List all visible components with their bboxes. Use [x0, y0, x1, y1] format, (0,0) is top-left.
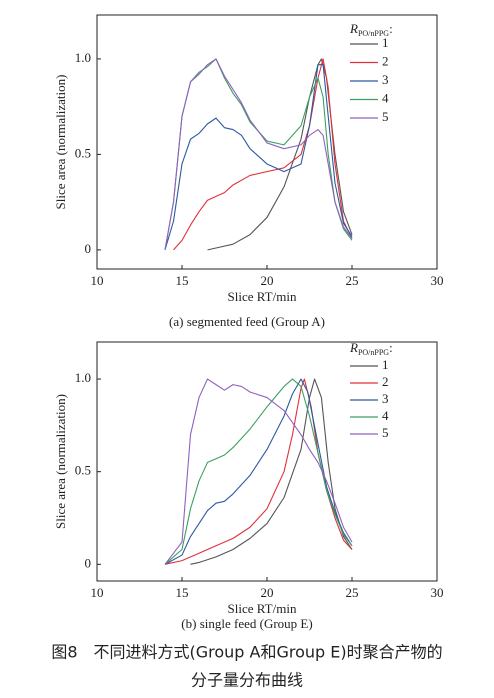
series-line	[164, 378, 353, 565]
legend-label: 3	[382, 72, 389, 87]
series-line	[173, 58, 353, 251]
x-tick-label: 10	[91, 585, 104, 600]
x-tick-label: 25	[346, 273, 359, 288]
x-tick-label: 30	[431, 273, 444, 288]
y-tick-label: 0	[85, 555, 92, 570]
x-tick-label: 10	[91, 273, 104, 288]
legend-label: 4	[382, 408, 389, 423]
legend-title-main: R	[349, 21, 358, 36]
series-line	[207, 58, 353, 251]
legend-label: 3	[382, 391, 389, 406]
series-line	[164, 378, 353, 565]
legend-title: RPO/nPPG:	[349, 340, 393, 357]
y-tick-label: 0	[85, 241, 92, 256]
series-line	[164, 378, 353, 565]
y-tick-label: 1.0	[75, 370, 91, 385]
y-axis-label: Slice area (normalization)	[53, 75, 68, 210]
legend-title-sub: PO/nPPG	[358, 29, 389, 38]
legend-title-suffix: :	[389, 340, 393, 355]
series-line	[164, 58, 353, 250]
figure-caption: 图8 不同进料方式(Group A和Group E)时聚合产物的	[51, 643, 442, 662]
x-tick-label: 15	[176, 273, 189, 288]
legend-label: 2	[382, 374, 389, 389]
x-tick-label: 25	[346, 585, 359, 600]
legend-label: 5	[382, 425, 389, 440]
legend-title-main: R	[349, 340, 358, 355]
y-tick-label: 0.5	[75, 145, 91, 160]
x-tick-label: 30	[431, 585, 444, 600]
series-line	[164, 64, 353, 251]
legend-label: 5	[382, 109, 389, 124]
legend-title-suffix: :	[389, 21, 393, 36]
legend-title-sub: PO/nPPG	[358, 348, 389, 357]
legend-label: 1	[382, 357, 389, 372]
x-axis-label: Slice RT/min	[228, 289, 297, 304]
legend-title: RPO/nPPG:	[349, 21, 393, 38]
legend-label: 4	[382, 90, 389, 105]
figure-caption: 分子量分布曲线	[191, 671, 303, 690]
chart-caption: (a) segmented feed (Group A)	[169, 314, 325, 329]
y-tick-label: 0.5	[75, 463, 91, 478]
legend-label: 1	[382, 35, 389, 50]
y-tick-label: 1.0	[75, 50, 91, 65]
legend-label: 2	[382, 53, 389, 68]
y-axis-label: Slice area (normalization)	[53, 394, 68, 529]
x-axis-label: Slice RT/min	[228, 601, 297, 616]
x-tick-label: 15	[176, 585, 189, 600]
x-tick-label: 20	[261, 585, 274, 600]
x-tick-label: 20	[261, 273, 274, 288]
series-line	[190, 378, 353, 565]
chart-caption: (b) single feed (Group E)	[181, 616, 312, 631]
